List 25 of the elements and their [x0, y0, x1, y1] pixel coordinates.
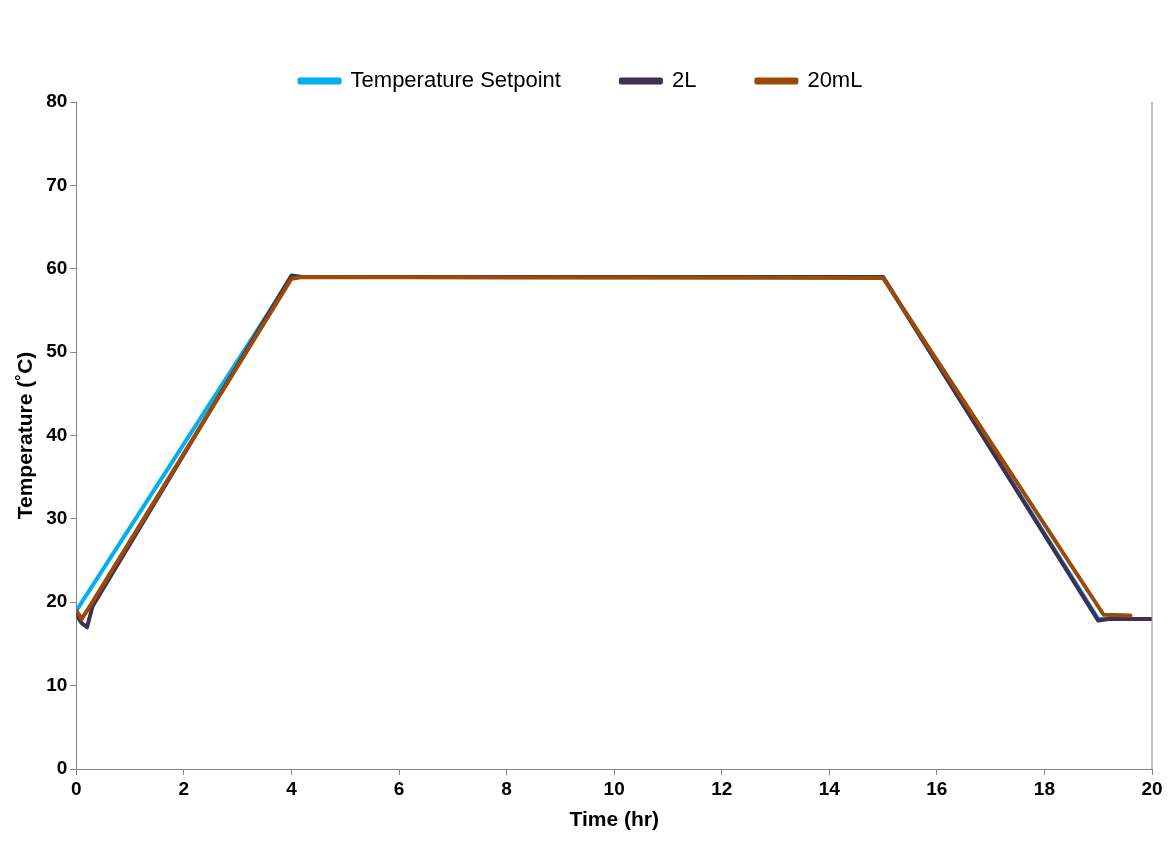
- x-tick-label: 12: [711, 777, 733, 799]
- y-tick-label: 0: [56, 757, 68, 779]
- x-tick-label: 18: [1033, 777, 1055, 799]
- y-tick-label: 30: [46, 507, 68, 529]
- y-tick-label: 40: [46, 423, 68, 445]
- legend-label: 2L: [671, 67, 697, 93]
- x-tick-label: 6: [393, 777, 405, 799]
- x-tick-label: 2: [178, 777, 190, 799]
- x-tick-label: 10: [603, 777, 625, 799]
- y-tick-label: 70: [46, 173, 68, 195]
- legend-label: 20mL: [807, 67, 863, 93]
- x-axis-title: Time (hr): [569, 807, 659, 831]
- y-tick-label: 80: [46, 90, 68, 112]
- x-tick-label: 4: [286, 777, 298, 799]
- y-axis-title: Temperature (˚C): [13, 351, 37, 520]
- x-tick-label: 20: [1141, 777, 1163, 799]
- x-tick-label: 8: [501, 777, 512, 799]
- y-tick-label: 10: [46, 673, 68, 695]
- x-tick-label: 16: [926, 777, 948, 799]
- x-tick-label: 0: [71, 777, 82, 799]
- x-tick-label: 14: [818, 777, 841, 799]
- y-tick-label: 60: [46, 256, 68, 278]
- y-tick-label: 50: [46, 340, 68, 362]
- y-tick-label: 20: [46, 590, 68, 612]
- legend-label: Temperature Setpoint: [350, 67, 561, 93]
